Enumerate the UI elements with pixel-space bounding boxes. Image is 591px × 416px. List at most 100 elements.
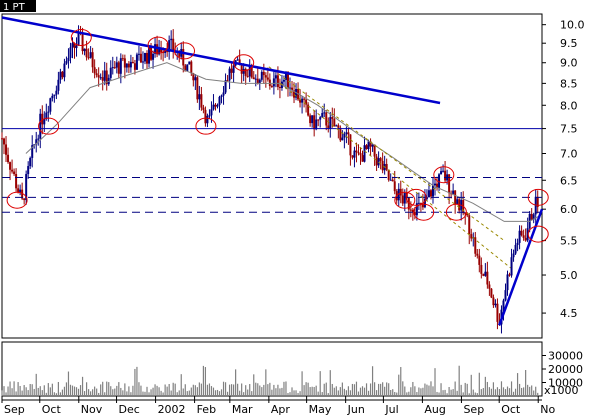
volume-bar — [468, 393, 470, 396]
circle-marker — [147, 36, 169, 54]
volume-bar — [150, 389, 152, 396]
candle-body — [534, 196, 537, 215]
candle-body — [478, 255, 481, 265]
volume-bar — [251, 391, 253, 396]
candle-body — [536, 196, 539, 207]
volume-bar — [98, 392, 100, 396]
candle-body — [3, 138, 6, 145]
candle-body — [284, 71, 287, 80]
volume-bar — [273, 384, 275, 396]
volume-bar — [55, 393, 57, 396]
candle-body — [345, 132, 348, 134]
volume-bar — [186, 391, 188, 396]
volume-bar — [408, 391, 410, 396]
volume-bar — [305, 382, 307, 396]
volume-bar — [261, 387, 263, 396]
volume-bar — [531, 385, 533, 396]
volume-bar — [35, 373, 37, 396]
volume-bar — [412, 381, 414, 396]
volume-bar — [442, 390, 444, 396]
candle-body — [59, 71, 62, 80]
volume-bar — [226, 391, 229, 396]
volume-bar — [369, 383, 372, 396]
candle-body — [375, 156, 378, 166]
volume-bars — [1, 365, 539, 396]
circle-marker — [6, 191, 28, 209]
candle-body — [482, 273, 485, 276]
x-tick-label: May — [309, 403, 332, 416]
candle-body — [289, 87, 291, 89]
candle-body — [133, 63, 136, 70]
volume-bar — [392, 389, 394, 396]
candle-body — [363, 145, 366, 162]
volume-bar — [339, 387, 341, 396]
volume-bar — [506, 386, 509, 396]
candle-body — [139, 53, 142, 63]
candle-body — [254, 78, 257, 80]
volume-bar — [134, 368, 136, 396]
candle-body — [137, 53, 140, 55]
candle-body — [123, 58, 126, 68]
volume-bar — [92, 389, 94, 396]
volume-bar — [61, 389, 64, 396]
volume-bar — [172, 382, 174, 396]
volume-bar — [263, 384, 265, 396]
candle-body — [47, 111, 50, 113]
candle-body — [214, 104, 217, 107]
candle-body — [353, 150, 356, 158]
volume-bar — [438, 392, 440, 396]
candle-body — [423, 198, 426, 208]
volume-bar — [351, 383, 354, 396]
volume-bar — [353, 384, 356, 396]
candle-body — [67, 57, 70, 62]
volume-bar — [398, 374, 400, 396]
volume-bar — [202, 365, 204, 396]
candle-body — [125, 63, 128, 68]
volume-bar — [53, 392, 55, 396]
volume-bar — [537, 392, 539, 396]
volume-bar — [396, 392, 398, 396]
volume-bar — [482, 388, 484, 396]
x-tick-label: Oct — [501, 403, 521, 416]
volume-bar — [184, 384, 186, 396]
volume-bar — [79, 385, 82, 396]
candle-body — [178, 51, 181, 57]
volume-bar — [212, 387, 215, 396]
volume-bar — [31, 384, 33, 396]
y-tick-label: 8.5 — [560, 77, 578, 90]
candle-body — [409, 209, 412, 211]
candle-body — [252, 77, 255, 80]
candle-body — [172, 38, 175, 52]
volume-bar — [239, 390, 241, 396]
volume-bar — [106, 381, 108, 396]
volume-bar — [376, 390, 378, 396]
candle-body — [266, 77, 269, 80]
y-tick-label: 6.5 — [560, 174, 578, 187]
candle-body — [484, 271, 487, 276]
volume-bar — [384, 386, 386, 396]
candle-body — [206, 115, 209, 124]
volume-bar — [104, 392, 106, 396]
candle-body — [502, 300, 505, 310]
candle-body — [141, 61, 144, 63]
candle-body — [244, 68, 247, 76]
candle-body — [49, 98, 52, 112]
volume-bar — [122, 390, 124, 396]
volume-bar — [535, 386, 537, 396]
volume-bar — [45, 392, 47, 396]
candle-body — [198, 94, 201, 100]
volume-bar — [533, 390, 535, 396]
candle-body — [514, 244, 517, 254]
volume-bar — [382, 382, 384, 396]
x-tick-label: Apr — [271, 403, 291, 416]
volume-bar — [41, 390, 43, 396]
volume-bar — [7, 386, 9, 396]
volume-bar — [198, 382, 200, 396]
candle-body — [407, 197, 410, 210]
candle-body — [295, 88, 298, 98]
candle-body — [466, 214, 469, 216]
candle-body — [440, 171, 443, 175]
volume-bar — [363, 387, 366, 396]
volume-bar — [355, 381, 358, 396]
